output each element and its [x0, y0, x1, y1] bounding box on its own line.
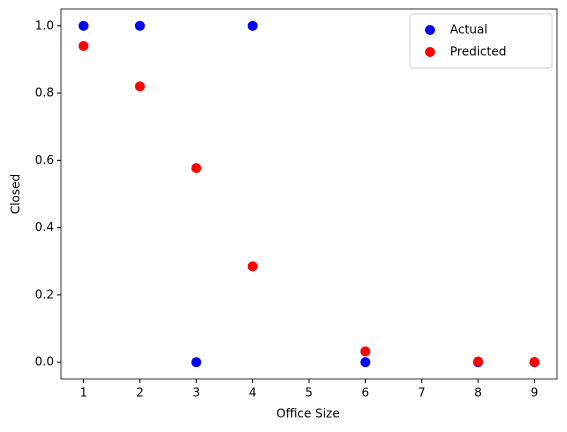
x-tick-label: 2 — [136, 386, 144, 400]
y-tick-label: 0.0 — [35, 355, 54, 369]
point — [247, 20, 258, 31]
x-tick-label: 1 — [80, 386, 88, 400]
point — [134, 20, 145, 31]
point — [78, 20, 89, 31]
y-axis-label: Closed — [9, 174, 23, 214]
point — [529, 357, 540, 368]
point — [473, 356, 484, 367]
point — [360, 346, 371, 357]
x-tick-label: 7 — [418, 386, 426, 400]
y-tick-label: 1.0 — [35, 18, 54, 32]
y-tick-label: 0.2 — [35, 287, 54, 301]
legend-label: Predicted — [450, 45, 506, 59]
y-tick-label: 0.6 — [35, 153, 54, 167]
y-tick-label: 0.8 — [35, 86, 54, 100]
x-tick-label: 6 — [362, 386, 370, 400]
point — [360, 357, 371, 368]
y-tick-label: 0.4 — [35, 220, 54, 234]
plot-frame — [60, 8, 558, 380]
x-tick-label: 4 — [249, 386, 257, 400]
point — [191, 163, 202, 174]
x-tick-label: 8 — [474, 386, 482, 400]
x-tick-label: 9 — [531, 386, 539, 400]
legend-box — [409, 13, 553, 69]
legend-label: Actual — [450, 23, 488, 37]
legend-marker — [425, 47, 435, 57]
legend-marker — [425, 25, 435, 35]
point — [247, 261, 258, 272]
x-axis-label: Office Size — [276, 407, 339, 421]
x-tick-label: 5 — [305, 386, 313, 400]
point — [191, 357, 202, 368]
x-tick-label: 3 — [192, 386, 200, 400]
point — [78, 41, 89, 51]
point — [134, 81, 145, 92]
